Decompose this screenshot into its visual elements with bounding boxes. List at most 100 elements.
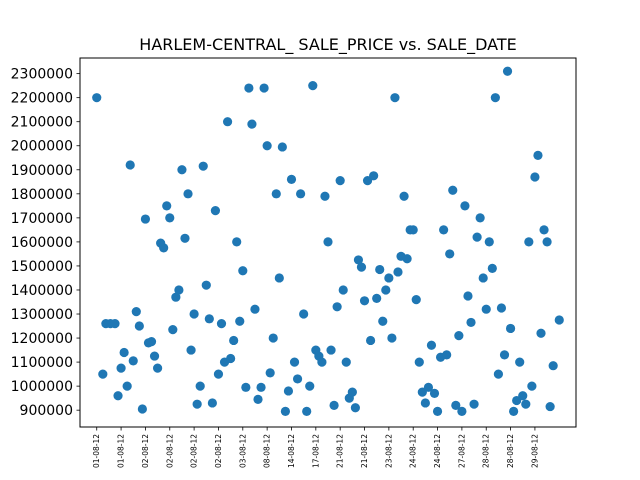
data-point [262, 141, 272, 151]
x-axis: 01-08-12 01-08-12 02-08-12 02-08-12 02-08-12… [92, 427, 539, 468]
data-point [299, 309, 309, 319]
data-point [445, 249, 455, 259]
data-point [454, 331, 464, 341]
data-point [128, 356, 138, 366]
data-point [204, 314, 214, 324]
data-point [496, 303, 507, 313]
data-point [521, 399, 531, 409]
data-point [524, 237, 534, 247]
data-point [378, 316, 388, 326]
data-point [505, 323, 516, 334]
y-tick-label: 1600000 [11, 235, 73, 251]
x-tick-label: 17-08-12 [311, 434, 320, 468]
data-point [140, 214, 151, 224]
data-point [509, 406, 519, 416]
data-point [481, 304, 491, 314]
data-point [469, 399, 479, 409]
x-tick-label: 02-08-12 [214, 434, 223, 468]
data-point [125, 160, 135, 170]
data-point [460, 201, 470, 211]
data-point [432, 406, 443, 416]
data-point [539, 225, 549, 235]
data-point [335, 175, 345, 186]
y-tick-label: 1300000 [11, 307, 73, 323]
data-point [122, 381, 132, 391]
data-point [518, 391, 528, 401]
data-point [137, 404, 147, 414]
data-point [332, 302, 342, 312]
x-tick-label: 28-08-12 [482, 434, 491, 468]
data-point [420, 398, 430, 408]
data-point [463, 291, 473, 301]
data-point [241, 382, 251, 392]
data-point [201, 280, 211, 290]
x-tick-label: 01-08-12 [117, 434, 126, 468]
y-tick-label: 1400000 [11, 283, 73, 299]
data-point [408, 225, 418, 235]
data-point [226, 353, 236, 364]
x-tick-label: 29-08-12 [530, 434, 539, 468]
data-point [119, 347, 129, 358]
data-point [247, 119, 257, 129]
data-point [353, 255, 364, 265]
y-tick-label: 2100000 [11, 115, 73, 131]
data-point [271, 189, 281, 199]
data-point [238, 266, 248, 276]
x-tick-label: 08-08-12 [263, 434, 272, 468]
data-point [530, 172, 540, 182]
x-tick-label: 27-08-12 [457, 434, 466, 468]
data-point [329, 400, 339, 410]
data-point [439, 225, 449, 235]
y-axis: 900000 1000000 1100000 1200000 1300000 140000… [11, 67, 80, 419]
data-point [502, 66, 513, 76]
y-tick-label: 1100000 [11, 355, 73, 371]
data-point [356, 262, 367, 272]
data-point [472, 232, 482, 242]
data-point [426, 340, 437, 350]
data-point [134, 321, 144, 331]
data-point [113, 391, 123, 401]
data-point [274, 273, 284, 283]
data-point [259, 83, 269, 93]
data-point [493, 369, 504, 379]
data-point [110, 319, 120, 329]
x-tick-label: 23-08-12 [384, 434, 393, 468]
data-point [289, 357, 300, 367]
data-point [341, 357, 351, 367]
data-point [338, 285, 348, 295]
data-point [183, 189, 193, 199]
data-point [162, 201, 172, 211]
data-point [186, 345, 196, 355]
data-point [402, 254, 412, 264]
y-tick-label: 1900000 [11, 163, 73, 179]
x-tick-label: 21-08-12 [336, 434, 345, 468]
data-point [411, 294, 421, 305]
data-point [210, 206, 221, 216]
data-point [192, 399, 202, 409]
data-point [229, 335, 239, 346]
data-point [146, 337, 157, 347]
data-point [381, 285, 391, 295]
data-point [475, 213, 485, 223]
data-point [478, 273, 488, 283]
data-point [195, 381, 205, 391]
data-point [198, 161, 208, 171]
data-point [323, 237, 333, 247]
data-point [533, 150, 543, 160]
y-tick-label: 2200000 [11, 91, 73, 107]
data-point [372, 293, 382, 303]
data-point [384, 273, 394, 283]
data-point [487, 263, 497, 273]
x-tick-label: 01-08-12 [92, 434, 101, 468]
plot-area-frame [79, 57, 577, 428]
data-point [235, 316, 245, 326]
x-tick-label: 02-08-12 [165, 434, 174, 468]
y-tick-label: 2300000 [11, 67, 73, 83]
y-tick-label: 1200000 [11, 331, 73, 347]
data-point [484, 237, 494, 247]
data-point [399, 191, 409, 201]
data-point [286, 174, 297, 184]
data-point [283, 386, 294, 396]
data-point [527, 381, 537, 391]
